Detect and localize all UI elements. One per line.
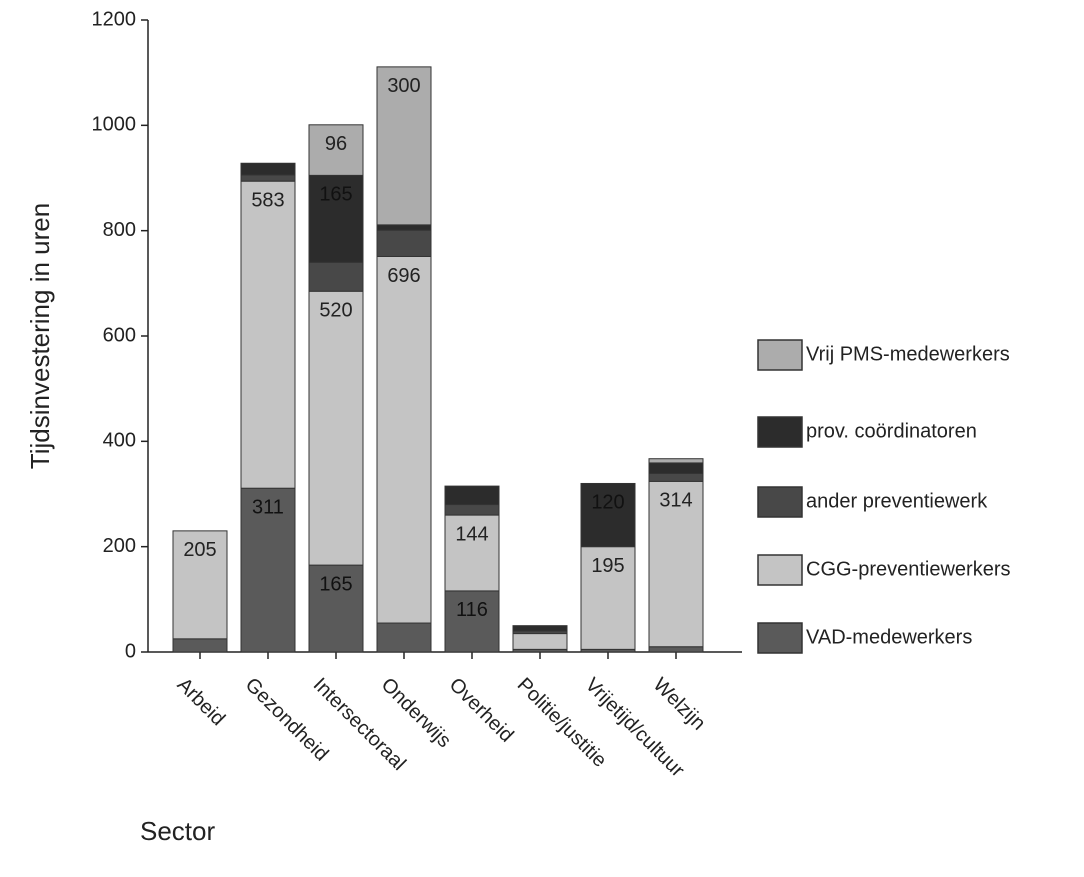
value-label: 520: [319, 300, 352, 322]
bar-segment: [240, 487, 296, 653]
value-label: 96: [325, 133, 347, 155]
value-label: 144: [455, 523, 488, 545]
value-label: 116: [456, 599, 488, 621]
value-label: 165: [319, 184, 352, 206]
bar-segment: [444, 485, 500, 506]
bar-segment: [648, 480, 704, 648]
bar-segment: [580, 482, 636, 548]
x-tick-label: Welzijn: [649, 674, 710, 735]
value-label: 311: [252, 496, 284, 518]
bar-segment: [308, 174, 364, 263]
value-label: 300: [387, 75, 420, 97]
bar-segment: [172, 638, 228, 653]
legend-label: CGG-preventiewerkers: [806, 558, 1011, 580]
bar-segment: [376, 622, 432, 653]
bar-segment: [376, 66, 432, 226]
y-tick-label: 1200: [92, 8, 137, 30]
bar-segment: [376, 224, 432, 231]
y-tick-label: 800: [103, 219, 136, 241]
bar-segment: [444, 590, 500, 653]
legend-label: VAD-medewerkers: [806, 626, 972, 648]
y-tick-label: 1000: [92, 114, 137, 136]
bar-segment: [240, 162, 296, 176]
legend-label: ander preventiewerk: [806, 490, 988, 512]
bar-segment: [444, 504, 500, 516]
value-label: 314: [659, 490, 692, 512]
x-tick-label: Arbeid: [173, 674, 229, 730]
bar-segment: [376, 255, 432, 624]
bar-segment: [240, 174, 296, 182]
value-label: 195: [591, 555, 624, 577]
value-label: 120: [591, 492, 624, 514]
bar-segment: [240, 180, 296, 489]
bar-segment: [648, 462, 704, 474]
value-label: 696: [387, 265, 420, 287]
legend-label: Vrij PMS-medewerkers: [806, 343, 1010, 365]
bar-segment: [308, 261, 364, 292]
y-tick-label: 600: [103, 324, 136, 346]
bar-segment: [172, 530, 228, 640]
value-label: 205: [183, 539, 216, 561]
bar-segment: [308, 290, 364, 566]
x-axis-label: Sector: [140, 816, 215, 846]
bar-segment: [648, 472, 704, 482]
legend-swatch: [757, 554, 803, 586]
bar-segment: [648, 458, 704, 464]
y-tick-label: 0: [125, 640, 136, 662]
bar-segment: [580, 546, 636, 650]
legend-label: prov. coördinatoren: [806, 420, 977, 442]
y-tick-label: 200: [103, 535, 136, 557]
value-label: 165: [319, 573, 352, 595]
legend-swatch: [757, 339, 803, 371]
bar-segment: [512, 633, 568, 650]
bar-segment: [648, 646, 704, 653]
bar-segment: [512, 625, 568, 632]
legend-swatch: [757, 622, 803, 654]
bar-segment: [308, 124, 364, 176]
legend-swatch: [757, 416, 803, 448]
legend-swatch: [757, 486, 803, 518]
y-tick-label: 400: [103, 430, 136, 452]
y-axis-label: Tijdsinvestering in uren: [25, 203, 55, 469]
bar-segment: [376, 229, 432, 257]
value-label: 583: [251, 189, 284, 211]
